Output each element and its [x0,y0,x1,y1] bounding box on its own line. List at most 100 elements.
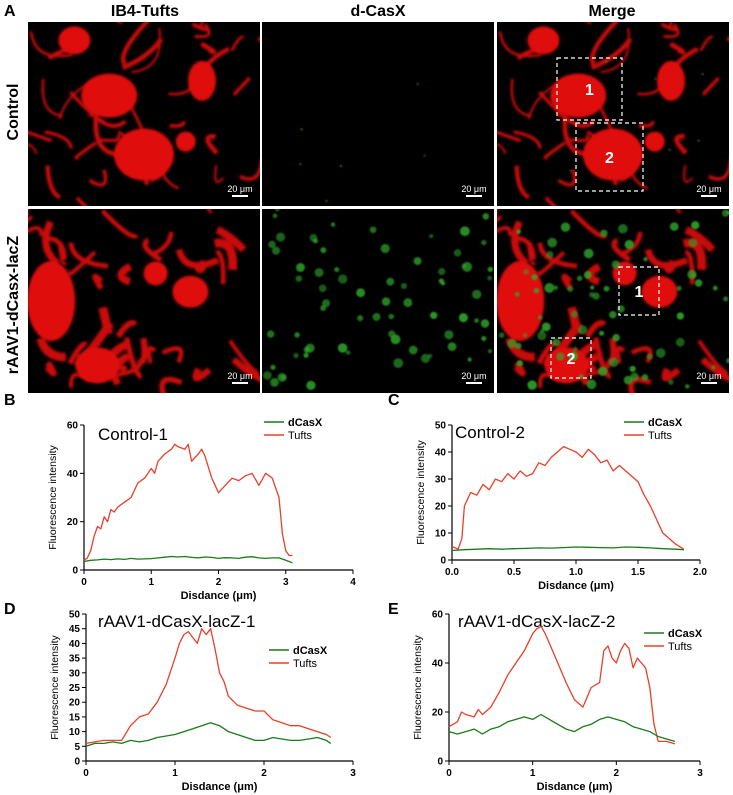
tuft-cluster [175,131,196,152]
green-cell [481,336,487,342]
y-tick-label: 20 [432,708,444,719]
green-cell [507,339,517,349]
vessel-segment [589,22,619,66]
green-cell [599,330,605,336]
green-cell [357,315,364,322]
green-cell [403,298,413,308]
x-tick-label: 2 [614,768,620,779]
vessel-segment [537,242,578,269]
green-cell [569,169,572,172]
vessel-segment [194,23,211,39]
green-cell [345,350,351,355]
green-cell [691,221,700,230]
vessel-segment [514,165,531,200]
roi-box-2 [550,337,592,379]
y-tick-label: 40 [432,659,444,670]
green-cell [369,226,377,234]
chart-b: B 0 20 40 60 0 1 2 3 4 Disdance (μm) Fluorescence i… [4,392,356,602]
green-cell [544,282,555,293]
green-cell [306,380,316,390]
vessel-segment [44,130,73,149]
green-cell [579,374,584,379]
green-cell [694,279,703,287]
vessel-segment [29,31,73,58]
x-tick-label: 2 [216,577,222,588]
green-cell [726,358,729,364]
chart-title: Control-2 [455,423,525,442]
vessel-segment [42,220,60,267]
vessel-segment [124,337,143,380]
chart-e: E 0 20 40 60 0 1 2 3 Disdance (μm) Fluorescence in… [388,601,703,793]
green-cell [571,310,578,318]
vessel-segment [206,209,213,214]
green-cell [460,226,470,237]
panel-letter-b: B [4,392,16,409]
green-cell [523,268,529,275]
vessel-segment [97,134,121,143]
vessel-segment [674,134,688,155]
green-cell [533,287,540,294]
green-cell [272,213,278,219]
green-cell [723,296,729,302]
micrograph-content [28,22,260,206]
y-tick-label: 40 [69,639,81,650]
vessel-segment [611,237,632,263]
vessel-segment [215,249,226,285]
vessel-segment [205,134,219,155]
tuft-cluster [114,128,174,181]
vessel-segment [147,346,157,364]
green-cell [428,353,433,359]
green-cell [305,343,315,353]
vessel-segment [48,236,68,260]
vessel-segment [239,159,260,181]
green-cell [583,271,592,279]
green-cell [270,364,276,370]
legend-label-dcasx: dCasX [288,417,323,429]
green-cell [423,154,426,157]
x-tick-label: 3 [350,768,356,779]
x-axis-label: Disdance (μm) [181,590,257,602]
x-tick-label: 1.0 [569,567,583,578]
green-cell [701,73,704,76]
green-cell [576,275,583,282]
green-cell [547,237,558,248]
vessel-segment [169,120,186,128]
green-cell [474,318,479,323]
vessel-segment [100,209,139,239]
vessel-segment [584,320,607,339]
x-axis-label: Disdance (μm) [182,781,258,793]
green-cell [330,222,336,227]
green-cell [312,238,318,244]
vessel-segment [621,231,643,257]
green-cell [356,288,366,298]
green-cell [541,322,551,332]
green-cell [472,289,482,300]
vessel-segment [557,169,577,187]
roi-label-2: 2 [567,351,576,368]
row-label-raav1: rAAV1-dCasx-lacZ [5,236,22,375]
vessel-segment [45,165,62,200]
x-tick-label: 1 [530,768,536,779]
vessel-segment [600,27,630,74]
green-signal [299,82,426,202]
legend-label-dcasx: dCasX [668,628,703,640]
roi-box-2 [575,122,644,192]
vessel-segment [92,273,104,290]
legend-label-tufts: Tufts [668,641,693,653]
green-cell [381,297,391,306]
tuft-cluster [75,347,120,384]
series-line-tufts [451,445,685,550]
column-title-ib4-tufts: IB4-Tufts [111,3,179,20]
vessel-segment [498,31,542,58]
vessel-segment [214,164,225,184]
green-cell [590,285,595,290]
series-line-dcasx [451,546,684,552]
green-cell [609,310,617,319]
vessel-segment [88,169,108,187]
vessel-segment [561,273,573,290]
x-tick-label: 1 [172,768,178,779]
vessel-segment [497,130,522,143]
vessel-segment [497,143,507,155]
vessel-segment [697,339,729,376]
